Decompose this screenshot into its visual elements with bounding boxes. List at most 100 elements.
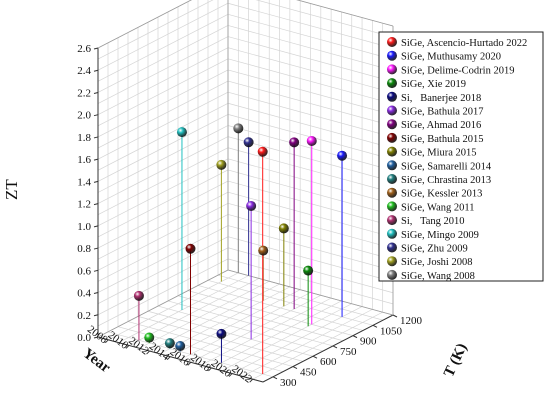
x-tick-mark <box>146 350 150 355</box>
data-point <box>133 290 144 301</box>
data-point <box>257 146 268 157</box>
frame-edge <box>97 269 229 338</box>
y-tick-mark <box>272 376 278 380</box>
leftwall-gridline-z <box>97 0 192 49</box>
floor-gridline-x <box>118 275 249 343</box>
floor-gridline-x <box>221 303 352 372</box>
y-tick-mark <box>292 366 298 369</box>
x-axis-title: Year <box>80 345 114 376</box>
floor-gridline-x <box>180 292 311 360</box>
leftwall-gridline-z <box>97 14 229 82</box>
leftwall-gridline-z <box>97 80 229 149</box>
legend-label: Si, Banerjee 2018 <box>401 93 481 104</box>
backwall-gridline-z <box>227 102 394 149</box>
legend-label: SiGe, Miura 2015 <box>401 148 477 159</box>
legend-label: SiGe, Samarelli 2014 <box>401 161 492 172</box>
z-tick-mark <box>93 292 99 295</box>
z-tick-label: 2.0 <box>77 110 91 122</box>
legend-marker <box>387 215 397 226</box>
points-layer <box>133 123 348 351</box>
y-tick-label: 750 <box>340 346 357 358</box>
leftwall-gridline-z <box>97 36 229 104</box>
frame-edge <box>296 0 394 27</box>
x-axis-line <box>97 336 264 383</box>
legend-label: SiGe, Zhu 2009 <box>401 244 468 255</box>
backwall-gridline-z <box>227 158 394 205</box>
data-point <box>144 332 155 343</box>
y-tick-mark <box>392 314 398 318</box>
z-tick-label: 1.8 <box>77 132 91 144</box>
floor-gridline-y <box>167 300 334 347</box>
floor-gridline-x <box>211 300 342 369</box>
legend-label: SiGe, Ascencio-Hurtado 2022 <box>401 38 527 49</box>
x-tick-mark <box>249 378 254 383</box>
backwall-gridline-z <box>227 236 394 282</box>
legend-marker <box>387 242 397 253</box>
x-tick-label: 2016 <box>167 346 192 369</box>
x-tick-mark <box>228 373 233 377</box>
legend-label: SiGe, Mingo 2009 <box>401 230 479 241</box>
y-tick-mark <box>332 345 338 349</box>
x-tick-label: 2010 <box>106 329 131 352</box>
backwall-gridline-z <box>255 0 394 38</box>
legend-label: SiGe, Muthusamy 2020 <box>401 52 501 63</box>
leftwall-gridline-z <box>97 202 229 271</box>
floor-gridline-y <box>147 310 314 357</box>
legend-label: SiGe, Wang 2008 <box>401 271 475 282</box>
y-axis-line <box>262 314 394 383</box>
x-tick-mark <box>208 367 212 372</box>
floor-gridline-x <box>190 295 321 363</box>
z-tick-mark <box>93 69 99 72</box>
legend-marker <box>387 37 397 47</box>
backwall-gridline-z <box>227 2 394 49</box>
data-point <box>289 137 300 148</box>
backwall-gridline-z <box>227 191 394 238</box>
y-tick-label: 1050 <box>380 325 403 337</box>
legend-label: SiGe, Wang 2011 <box>401 202 475 213</box>
x-tick-label: 2018 <box>188 352 213 375</box>
legend-marker <box>387 174 397 184</box>
legend: SiGe, Ascencio-Hurtado 2022 SiGe, Muthusa… <box>378 31 544 282</box>
legend-marker <box>387 132 397 143</box>
data-point <box>337 150 348 161</box>
legend-label: SiGe, Delime-Codrin 2019 <box>401 65 514 76</box>
z-tick-mark <box>93 247 99 250</box>
z-tick-label: 2.4 <box>77 65 91 77</box>
z-tick-label: 1.0 <box>77 221 91 233</box>
data-point <box>278 223 289 234</box>
backwall-gridline-z <box>227 225 394 271</box>
backwall-gridline-z <box>227 58 394 105</box>
floor-gridline-y <box>217 274 384 321</box>
leftwall-gridline-z <box>97 69 229 138</box>
x-tick-mark <box>104 339 109 344</box>
z-tick-label: 2.2 <box>77 87 91 99</box>
backwall-gridline-z <box>227 202 394 249</box>
x-tick-mark <box>187 361 192 366</box>
data-point <box>306 135 317 146</box>
floor-gridline-y <box>127 321 294 367</box>
legend-marker <box>387 256 397 267</box>
y-tick-label: 300 <box>280 377 297 389</box>
frame-edge <box>227 269 394 316</box>
leftwall-gridline-z <box>97 125 229 193</box>
legend-marker <box>387 269 397 280</box>
data-point <box>176 127 187 138</box>
grid-layer <box>97 0 394 383</box>
backwall-gridline-z <box>227 125 394 171</box>
leftwall-gridline-z <box>97 58 229 127</box>
legend-marker <box>387 91 397 102</box>
legend-label: SiGe, Kessler 2013 <box>401 189 482 200</box>
backwall-gridline-z <box>227 258 394 305</box>
data-point <box>175 340 186 351</box>
z-tick-mark <box>93 136 99 139</box>
floor-gridline-x <box>200 297 332 366</box>
floor-gridline-x <box>108 272 239 341</box>
leftwall-gridline-z <box>97 225 229 293</box>
z-tick-label: 1.6 <box>77 154 91 166</box>
backwall-gridline-z <box>227 147 394 194</box>
data-point <box>233 123 244 134</box>
y-tick-label: 900 <box>360 336 377 348</box>
leftwall-gridline-z <box>97 0 214 60</box>
legend-marker <box>387 119 397 130</box>
